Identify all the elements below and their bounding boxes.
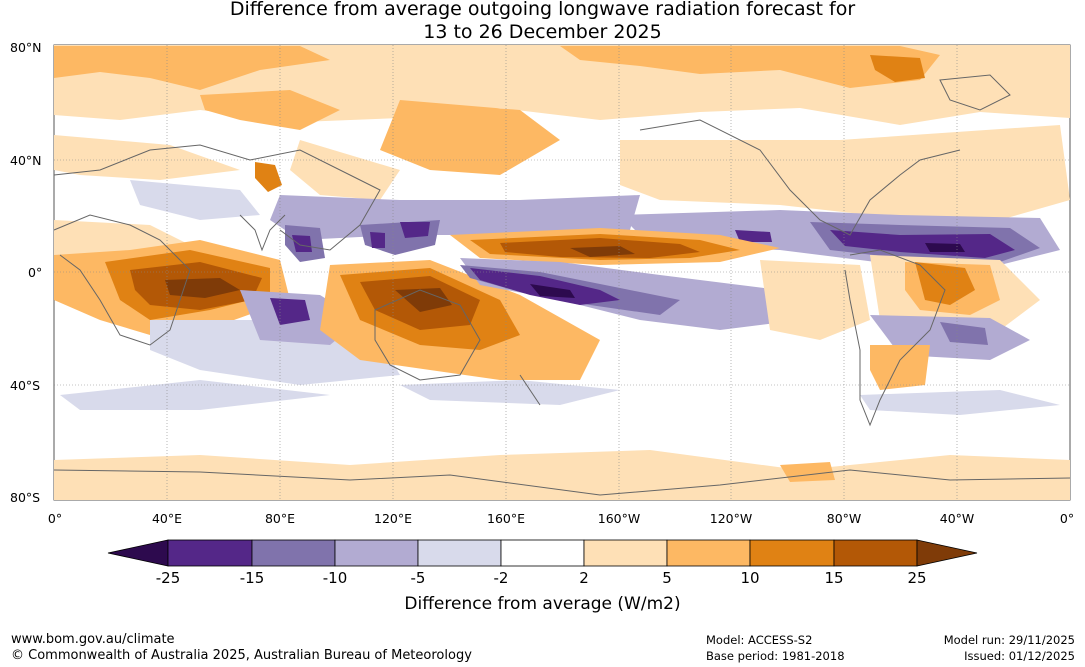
north-america-coastline [639, 119, 961, 236]
mid-lat-light-1 [54, 135, 240, 180]
north-africa-light-purple [130, 180, 260, 220]
colorbar-label: Difference from average (W/m2) [404, 594, 681, 614]
colorbar-segment-0 [107, 539, 169, 567]
arctic-orange [54, 46, 330, 90]
south-atlantic-dark-purple [940, 322, 988, 345]
south-america-coastline [844, 249, 946, 427]
greenland-coastline [939, 74, 1011, 111]
lon-label-160w: 160°W [597, 511, 641, 526]
colorbar-tick-3: -5 [410, 569, 426, 587]
coastlines [53, 74, 1071, 496]
india-coastline [239, 214, 286, 252]
colorbar-segment-9 [833, 539, 918, 567]
colorbar-segment-4 [417, 539, 502, 567]
colorbar-segment-6 [583, 539, 668, 567]
philippines-dark-purple [370, 232, 385, 248]
colorbar-segment-5 [500, 539, 585, 567]
colorbar-tick-4: -2 [493, 569, 509, 587]
footer-model: Model: ACCESS-S2 [706, 633, 813, 647]
colorbar-segment-8 [749, 539, 835, 567]
chart-title-line1: Difference from average outgoing longwav… [229, 0, 856, 20]
colorbar-tick-2: -10 [322, 569, 348, 587]
colorbar-tick-8: 15 [824, 569, 844, 587]
colorbar-segment-7 [666, 539, 751, 567]
lon-label-0-left: 0° [47, 511, 63, 526]
lat-label-80n: 80°N [10, 40, 42, 55]
new-zealand-coastline [519, 374, 541, 406]
south-china-dark-purple [292, 235, 312, 252]
lon-label-80e: 80°E [264, 511, 296, 526]
anomaly-map [53, 44, 1071, 501]
colorbar-tick-6: 5 [662, 569, 672, 587]
footer-model-run: Model run: 29/11/2025 [943, 633, 1075, 647]
africa-coastline [53, 214, 191, 346]
colorbar [107, 539, 978, 567]
chart-title-line2: 13 to 26 December 2025 [423, 21, 662, 43]
lon-label-40e: 40°E [151, 511, 183, 526]
arctic-dark-orange [870, 55, 925, 82]
argentina-orange [870, 345, 930, 390]
footer-copyright: © Commonwealth of Australia 2025, Austra… [11, 648, 472, 663]
maritime-darkest [395, 288, 452, 312]
colorbar-segment-10 [916, 539, 978, 567]
anomaly-fields [54, 45, 1070, 500]
central-pacific-darkest [570, 246, 635, 257]
footer-website[interactable]: www.bom.gov.au/climate [11, 632, 175, 647]
colorbar-tick-5: 2 [579, 569, 589, 587]
lat-label-equator: 0° [28, 265, 43, 280]
lat-label-80s: 80°S [10, 490, 41, 505]
antarctica-coastline [53, 469, 1071, 496]
colorbar-segment-1 [167, 539, 253, 567]
south-america-dark-orange [915, 262, 975, 305]
lat-label-40s: 40°S [10, 378, 41, 393]
colorbar-tick-0: -25 [155, 569, 181, 587]
south-pacific-darkest [530, 284, 575, 298]
australia-coastline [374, 289, 481, 381]
north-america-light [620, 125, 1070, 220]
mongolia-dark-orange [255, 162, 282, 192]
europe-asia-coastline [53, 144, 381, 251]
lon-label-40w: 40°W [939, 511, 975, 526]
southern-ocean-light-purple [60, 380, 330, 410]
colorbar-tick-9: 25 [907, 569, 927, 587]
mid-lat-light-2 [290, 140, 400, 200]
lon-label-120w: 120°W [709, 511, 753, 526]
colorbar-tick-7: 10 [740, 569, 760, 587]
lon-label-0-right: 0° [1059, 511, 1075, 526]
colorbar-segment-3 [334, 539, 419, 567]
south-pacific-light-orange [760, 260, 870, 340]
caribbean-darkest-purple [925, 243, 965, 252]
southern-ocean-light-purple-2 [400, 380, 620, 405]
southern-ocean-light-purple-3 [860, 390, 1060, 415]
europe-orange [200, 90, 340, 130]
caribbean-dark-purple [830, 230, 1015, 258]
arctic-orange-2 [560, 46, 940, 88]
colorbar-segment-2 [251, 539, 336, 567]
antarctic-orange-patch [780, 462, 835, 482]
lat-label-40n: 40°N [10, 153, 42, 168]
footer-issued: Issued: 01/12/2025 [964, 649, 1075, 663]
footer-base-period: Base period: 1981-2018 [706, 649, 845, 663]
lon-label-80w: 80°W [826, 511, 862, 526]
africa-darkest [165, 278, 240, 298]
antarctic-light-orange [54, 450, 1070, 500]
lon-label-120e: 120°E [373, 511, 413, 526]
graticule [54, 45, 1070, 500]
colorbar-tick-1: -15 [239, 569, 265, 587]
hawaii-purple [735, 230, 772, 242]
lon-label-160e: 160°E [486, 511, 526, 526]
asia-orange [380, 100, 560, 175]
philippines-dark-purple-2 [400, 222, 430, 238]
